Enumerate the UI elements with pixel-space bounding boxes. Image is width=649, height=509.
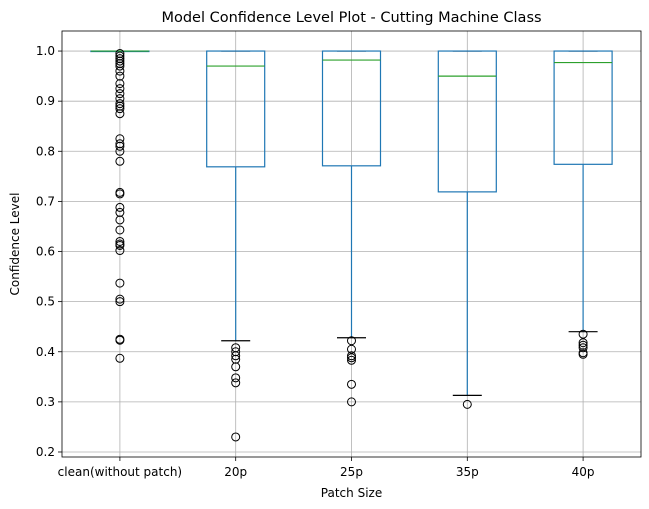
outlier-point bbox=[115, 156, 125, 166]
outlier-point bbox=[115, 187, 125, 197]
outlier-point bbox=[347, 379, 356, 389]
box-group-0 bbox=[90, 49, 150, 363]
outlier-point bbox=[347, 344, 356, 354]
outlier-point bbox=[578, 329, 588, 339]
outlier-point bbox=[115, 134, 125, 144]
y-tick-label: 0.8 bbox=[36, 144, 55, 158]
outlier-point bbox=[347, 397, 356, 407]
outlier-point bbox=[115, 89, 125, 99]
outlier-point bbox=[115, 51, 125, 61]
outlier-point bbox=[115, 94, 125, 104]
outlier-point bbox=[578, 338, 588, 348]
x-tick-label: 35p bbox=[456, 465, 479, 479]
iqr-box bbox=[321, 50, 382, 167]
outlier-point bbox=[231, 432, 241, 442]
outlier-point bbox=[115, 49, 125, 59]
x-tick-label: 25p bbox=[340, 465, 363, 479]
outlier-point bbox=[115, 84, 125, 94]
outlier-point bbox=[231, 343, 241, 353]
x-tick-label: 20p bbox=[224, 465, 247, 479]
outlier-point bbox=[115, 104, 125, 114]
x-axis-label: Patch Size bbox=[321, 486, 382, 500]
outlier-point bbox=[231, 378, 241, 388]
y-tick-label: 1.0 bbox=[36, 44, 55, 58]
outlier-point bbox=[115, 246, 125, 256]
box-group-1 bbox=[206, 50, 266, 442]
outlier-point bbox=[115, 239, 125, 249]
outlier-point bbox=[231, 373, 241, 383]
outlier-point bbox=[115, 297, 125, 307]
outlier-point bbox=[115, 139, 125, 149]
outlier-point bbox=[347, 351, 356, 361]
outlier-point bbox=[578, 343, 588, 353]
outlier-point bbox=[115, 54, 125, 64]
x-tick-label: clean(without patch) bbox=[58, 465, 182, 479]
y-tick-label: 0.2 bbox=[36, 445, 55, 459]
box-group-2 bbox=[321, 50, 382, 407]
box-group-4 bbox=[553, 50, 613, 359]
y-tick-label: 0.6 bbox=[36, 245, 55, 259]
y-axis-label: Confidence Level bbox=[8, 193, 22, 296]
y-tick-label: 0.7 bbox=[36, 194, 55, 208]
iqr-box bbox=[437, 50, 497, 193]
iqr-box bbox=[206, 50, 266, 168]
outlier-point bbox=[231, 347, 241, 357]
iqr-box bbox=[553, 50, 613, 165]
outlier-point bbox=[115, 236, 125, 246]
y-tick-label: 0.4 bbox=[36, 345, 55, 359]
outlier-point bbox=[578, 340, 588, 350]
outlier-point bbox=[347, 355, 356, 365]
x-tick-label: 40p bbox=[572, 465, 595, 479]
tick-layer: 0.2 0.3 0.4 0.5 0.6 0.7 0.8 0.9 1.0 clean(without… bbox=[36, 44, 595, 479]
chart-title: Model Confidence Level Plot - Cutting Ma… bbox=[161, 10, 541, 26]
outlier-point bbox=[115, 353, 125, 363]
outlier-point bbox=[115, 202, 125, 212]
outlier-point bbox=[115, 278, 125, 288]
outlier-point bbox=[115, 225, 125, 235]
y-tick-label: 0.3 bbox=[36, 395, 55, 409]
outlier-point bbox=[115, 71, 125, 81]
outlier-point bbox=[462, 399, 472, 409]
box-group-3 bbox=[437, 50, 497, 409]
y-tick-label: 0.5 bbox=[36, 295, 55, 309]
outlier-point bbox=[115, 294, 125, 304]
box-layer bbox=[90, 49, 613, 442]
y-tick-label: 0.9 bbox=[36, 94, 55, 108]
outlier-point bbox=[115, 99, 125, 109]
outlier-point bbox=[115, 334, 125, 344]
outlier-point bbox=[115, 207, 125, 217]
outlier-point bbox=[347, 336, 356, 346]
